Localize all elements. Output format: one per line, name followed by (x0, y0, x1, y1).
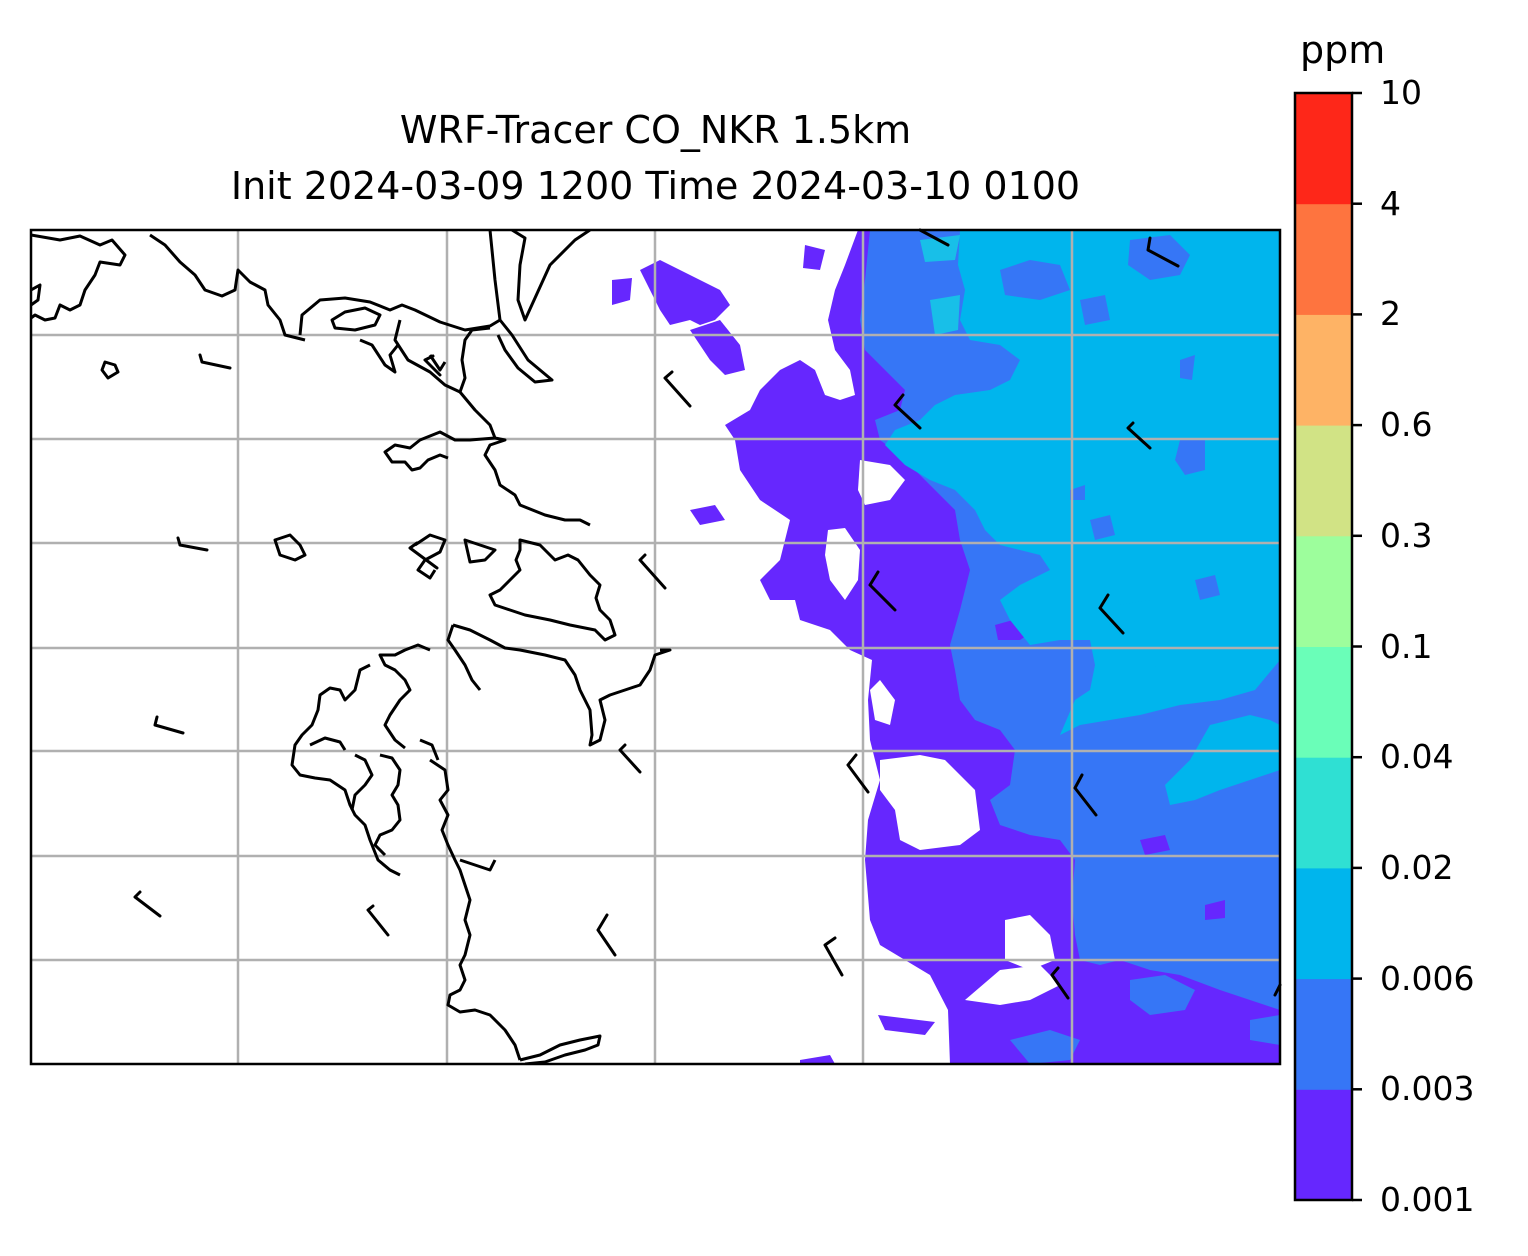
colorbar-band (1295, 203, 1352, 315)
wind-barb (663, 370, 692, 408)
colorbar-unit-label: ppm (1300, 28, 1386, 72)
map-gridlines (31, 230, 1280, 1064)
wind-barb (1098, 593, 1125, 635)
wind-barb (423, 354, 442, 377)
wind-barb (918, 228, 950, 247)
colorbar-tick-label: 2 (1380, 294, 1401, 334)
colorbar-tick-label: 0.02 (1380, 847, 1454, 887)
tracer-region-level3 (885, 230, 1280, 735)
tracer-region-level1-e (803, 245, 825, 270)
tracer-region-level1-c (612, 278, 632, 305)
wind-barb (1050, 966, 1070, 1000)
colorbar-band (1295, 978, 1352, 1090)
colorbar-band (1295, 535, 1352, 647)
colorbar-tick-label: 0.1 (1380, 626, 1433, 666)
colorbar-band (1295, 1089, 1352, 1201)
wind-barb (638, 553, 667, 590)
colorbar-tick-label: 0.001 (1380, 1180, 1475, 1219)
map-title-line2: Init 2024-03-09 1200 Time 2024-03-10 010… (230, 164, 1081, 208)
wind-barb (1146, 236, 1180, 268)
wind-barb (618, 743, 642, 774)
colorbar-band (1295, 757, 1352, 869)
wind-barb (846, 753, 870, 794)
wind-barb (198, 353, 232, 370)
tracer-region-level1-b (640, 260, 730, 325)
wind-barb (823, 936, 844, 977)
colorbar-tick-label: 0.006 (1380, 958, 1475, 998)
tracer-region-level1-g (878, 1015, 935, 1035)
wind-barb (893, 393, 922, 430)
map-frame (29, 228, 1282, 1066)
tracer-region-level3-patch (920, 235, 960, 262)
colorbar-tick-label: 0.04 (1380, 737, 1454, 777)
tracer-region-level1-f (690, 505, 725, 525)
colorbar-tick-label: 0.6 (1380, 405, 1433, 445)
wind-barb (868, 570, 897, 612)
wind-barb (596, 913, 617, 957)
colorbar-tick-label: 10 (1380, 73, 1422, 112)
colorbar-band (1295, 314, 1352, 426)
colorbar (1295, 93, 1352, 1201)
colorbar-tick-label: 0.003 (1380, 1069, 1475, 1109)
colorbar-band (1295, 425, 1352, 537)
wind-barb (153, 715, 185, 735)
map-title-line1: WRF-Tracer CO_NKR 1.5km (399, 108, 912, 152)
colorbar-band (1295, 646, 1352, 758)
wind-barb (408, 541, 439, 570)
tracer-region-level1-h (800, 1055, 835, 1064)
wind-barb (1126, 421, 1152, 450)
colorbar-band (1295, 867, 1352, 980)
wind-barb (133, 890, 162, 918)
colorbar-tick-label: 4 (1380, 183, 1401, 223)
wind-barbs (133, 228, 1282, 1000)
wind-barb (176, 536, 209, 552)
colorbar-band (1295, 93, 1352, 205)
wind-barb (366, 904, 390, 937)
wind-barb (1073, 773, 1098, 817)
coastline (31, 230, 672, 1064)
colorbar-tick-label: 0.3 (1380, 515, 1433, 555)
